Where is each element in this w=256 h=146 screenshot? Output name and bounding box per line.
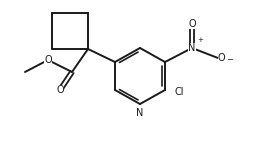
Text: −: − bbox=[226, 55, 233, 65]
Text: O: O bbox=[44, 55, 52, 65]
Text: O: O bbox=[188, 19, 196, 29]
Text: N: N bbox=[188, 43, 196, 53]
Text: O: O bbox=[218, 53, 226, 63]
Text: O: O bbox=[56, 85, 64, 95]
Text: N: N bbox=[136, 108, 144, 118]
Text: +: + bbox=[197, 37, 203, 43]
Text: Cl: Cl bbox=[174, 87, 184, 97]
